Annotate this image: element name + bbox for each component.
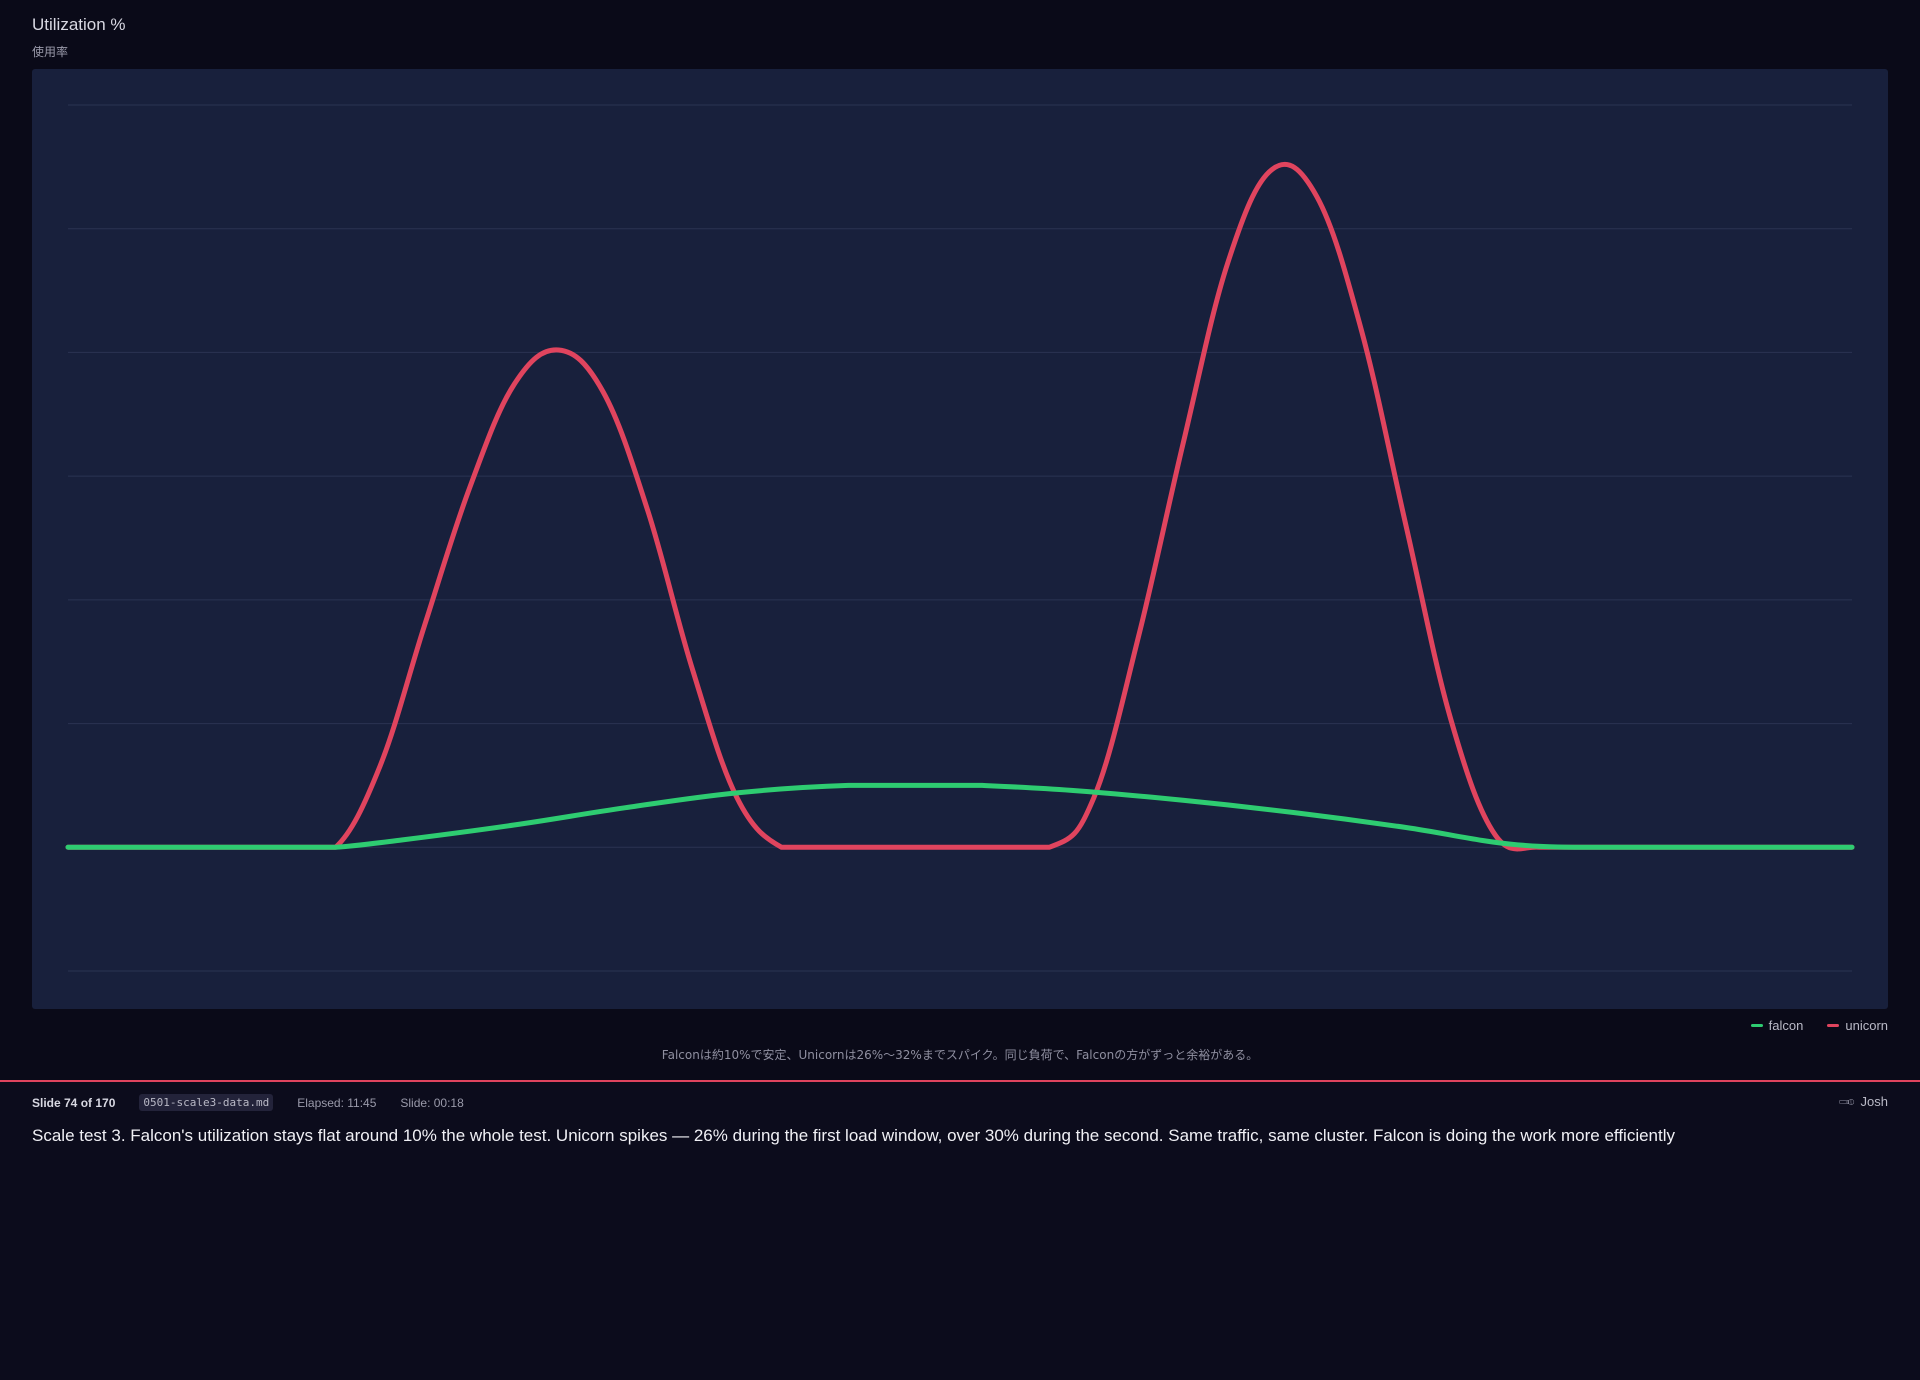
series-line-unicorn — [65, 162, 1855, 852]
legend-label-unicorn: unicorn — [1845, 1018, 1888, 1033]
source-file-chip[interactable]: 0501-scale3-data.md — [139, 1094, 274, 1111]
slide-time: Slide: 00:18 — [400, 1095, 464, 1110]
legend-swatch-falcon — [1750, 1024, 1763, 1027]
microphone-icon: 🎤︎ — [1836, 1091, 1858, 1112]
presenter-meta: Slide 74 of 170 0501-scale3-data.md Elap… — [32, 1094, 464, 1111]
chart-panel — [32, 69, 1888, 1009]
series-lines — [65, 162, 1855, 852]
series-line-falcon — [65, 782, 1855, 850]
grid-lines — [68, 104, 1852, 972]
slide-caption: Falconは約10%で安定、Unicornは26%〜32%までスパイク。同じ負… — [661, 1048, 1259, 1062]
legend-item-falcon: falcon — [1750, 1018, 1804, 1033]
presenter-divider — [0, 1080, 1920, 1082]
legend-swatch-unicorn — [1827, 1024, 1840, 1027]
elapsed-time: Elapsed: 11:45 — [297, 1095, 377, 1110]
chart-legend: falcon unicorn — [1750, 1018, 1888, 1033]
chart-title: Utilization % — [32, 15, 126, 34]
presenter-panel — [0, 1082, 1920, 1380]
presenter-name: Josh — [1860, 1094, 1888, 1109]
chart-subtitle: 使用率 — [32, 45, 69, 59]
slide-counter: Slide 74 of 170 — [32, 1095, 116, 1110]
speaker-notes: Scale test 3. Falcon's utilization stays… — [32, 1126, 1675, 1145]
legend-label-falcon: falcon — [1768, 1018, 1804, 1033]
line-chart — [65, 104, 1855, 972]
presenter-identity: 🎤︎ Josh — [1836, 1091, 1888, 1112]
legend-item-unicorn: unicorn — [1827, 1018, 1888, 1033]
slide-area: Utilization % 使用率 falcon unicorn Falconは… — [32, 15, 1888, 1062]
